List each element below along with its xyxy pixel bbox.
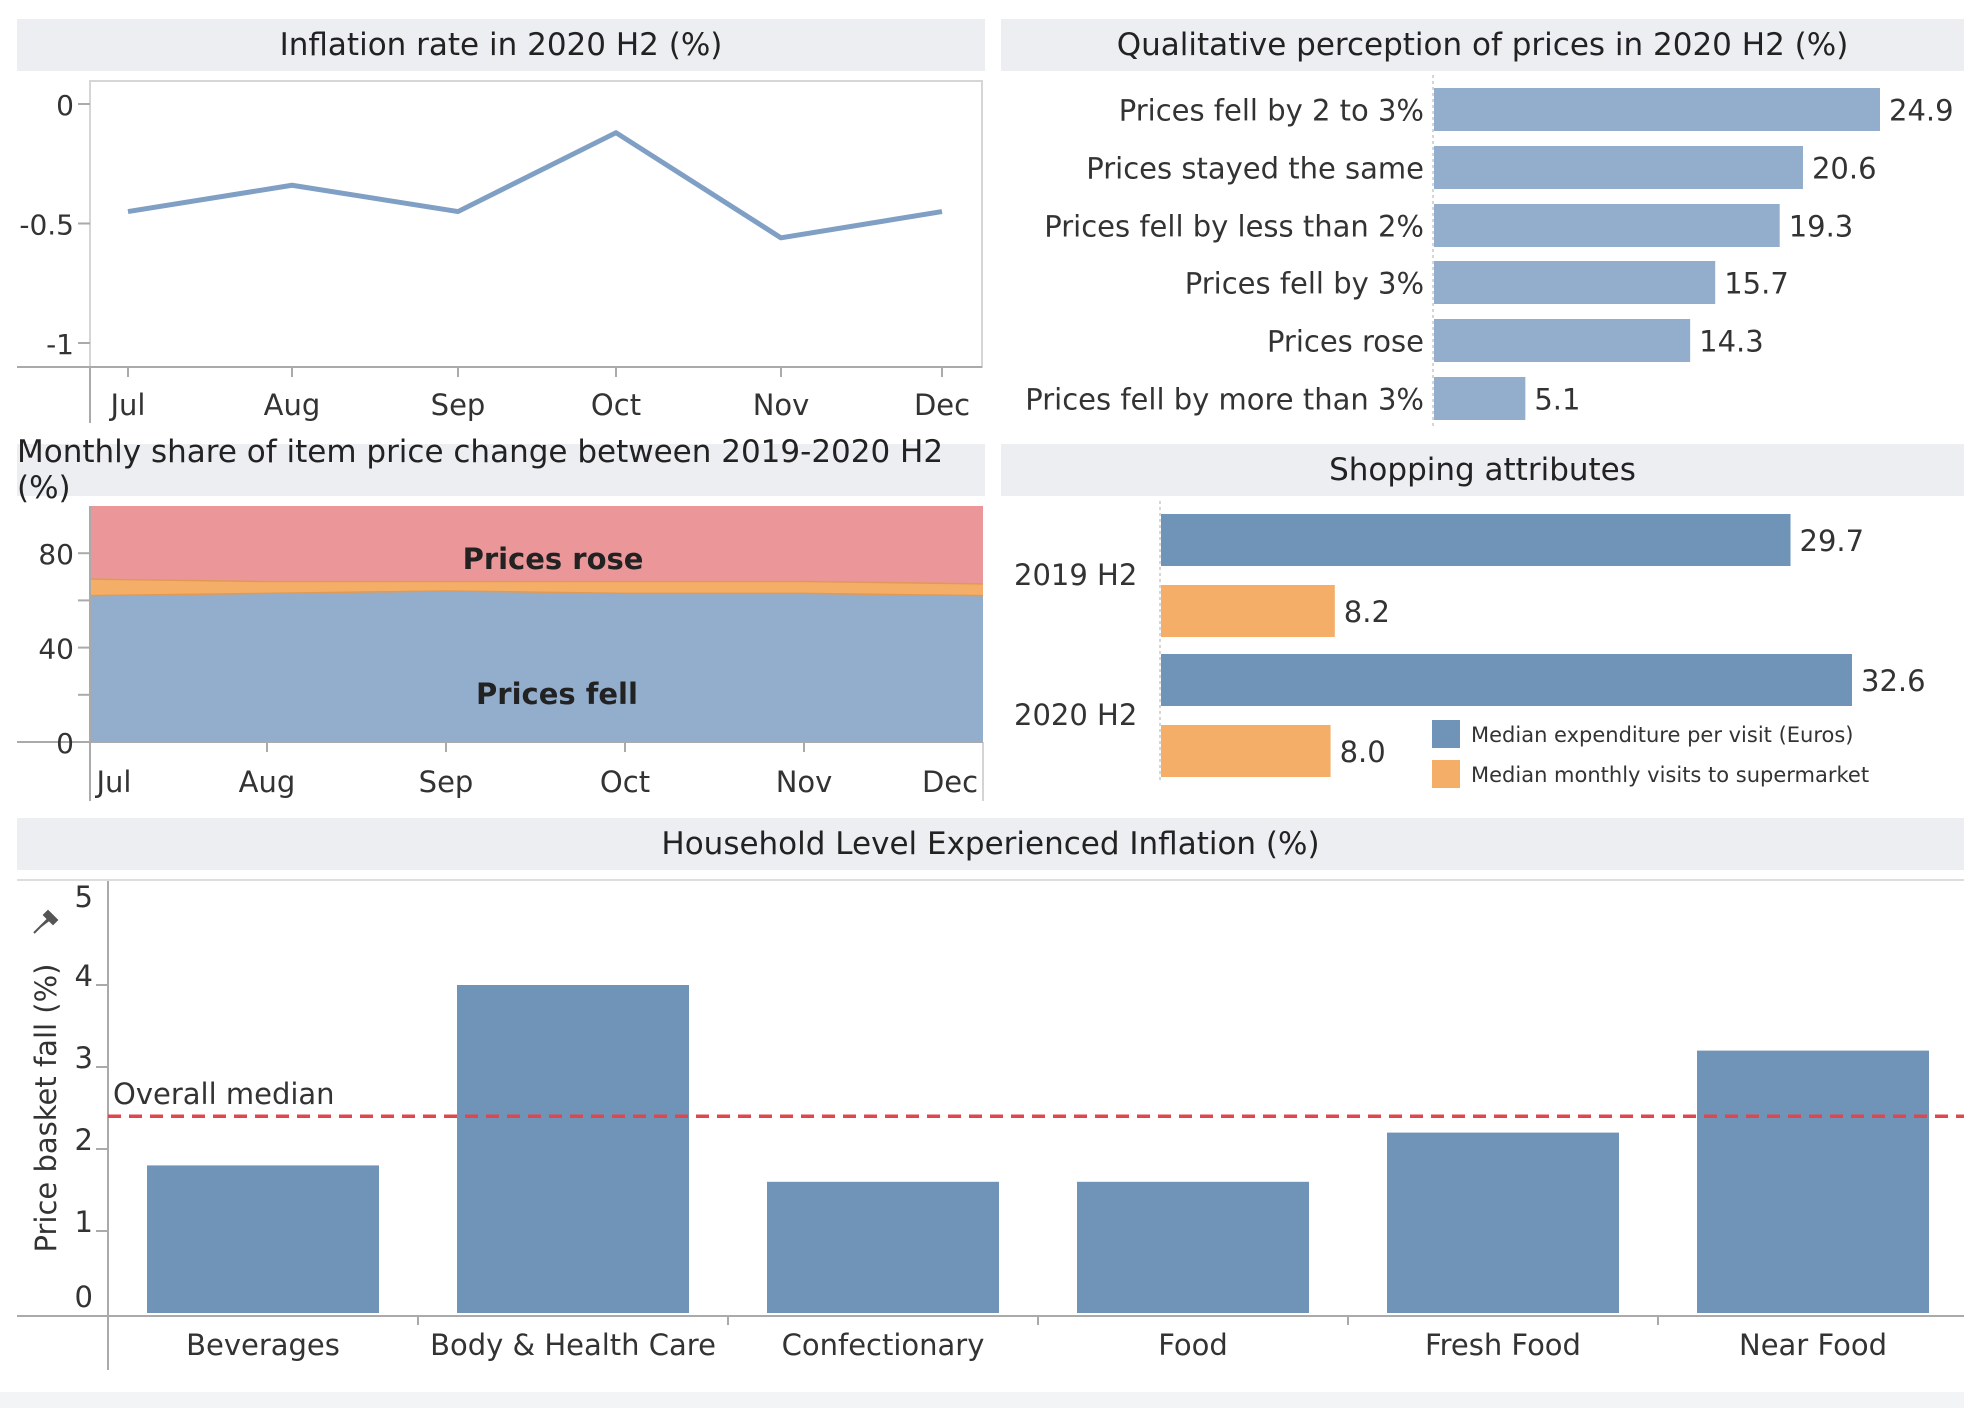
x-tick-label: Confectionary [782,1328,985,1362]
category-label: Prices rose [1267,325,1424,359]
category-label: Prices fell by more than 3% [1025,383,1424,417]
y-tick-label: 5 [75,880,93,914]
x-tick-label: Nov [776,765,833,799]
plot-frame [89,80,983,368]
series-label-prices-rose: Prices rose [463,542,644,576]
pin-icon [33,909,59,934]
bar-value-label: 15.7 [1724,267,1789,301]
x-tick-label: Dec [922,765,978,799]
y-tick-label: 0 [56,727,74,760]
x-tick-label: Jul [95,765,132,799]
bar-value-label: 14.3 [1699,325,1764,359]
x-tick-label: Aug [264,388,321,422]
legend-swatch [1432,760,1460,788]
bar [1077,1181,1309,1313]
share-area-chart: Prices rose Prices fell 80 40 0 Jul Aug Sep Oct N… [17,506,984,801]
y-tick-label: 2 [75,1123,93,1157]
inflation-line [127,130,943,241]
inflation-title: Inflation rate in 2020 H2 (%) [17,19,985,71]
x-tick-label: Oct [600,765,650,799]
bar [147,1165,379,1313]
y-tick-label: -1 [46,328,74,361]
y-tick-label: 3 [75,1041,93,1075]
bar [1161,654,1852,706]
bar [1161,514,1791,566]
legend-label: Median monthly visits to supermarket [1471,763,1869,787]
y-tick-label: -0.5 [19,209,74,242]
x-tick-label: Oct [591,388,641,422]
category-label: 2019 H2 [1014,558,1137,592]
bar [1434,146,1803,189]
x-tick-label: Dec [914,388,970,422]
y-tick-label: 4 [75,959,93,993]
bar [1434,88,1880,131]
bar [1434,377,1526,420]
area-boundary [89,578,984,585]
x-tick-label: Near Food [1739,1328,1887,1362]
bar [767,1181,999,1313]
x-tick-label: Aug [239,765,296,799]
x-tick-label: Body & Health Care [430,1328,716,1362]
category-label: Prices fell by 2 to 3% [1119,94,1424,128]
shopping-bar-chart: 2019 H2 29.7 8.2 2020 H2 32.6 8.0 Median expen… [1014,501,1926,788]
perception-title: Qualitative perception of prices in 2020… [1001,19,1964,71]
x-tick-label: Jul [109,388,146,422]
bar-value-label: 5.1 [1534,383,1580,417]
x-tick-label: Sep [419,765,474,799]
category-label: 2020 H2 [1014,698,1137,732]
y-tick-label: 0 [56,89,74,122]
bar-value-label: 24.9 [1889,94,1954,128]
category-label: Prices fell by less than 2% [1044,210,1424,244]
perception-bar-chart: Prices fell by 2 to 3% 24.9 Prices stayed … [1025,75,1954,426]
bar-value-label: 20.6 [1812,152,1877,186]
bar [1434,319,1691,362]
y-tick-label: 40 [38,633,74,666]
bar-value-label: 19.3 [1789,210,1854,244]
category-label: Prices stayed the same [1086,152,1424,186]
x-tick-label: Beverages [186,1328,340,1362]
y-tick-label: 1 [75,1205,93,1239]
area-middle [90,579,983,596]
x-tick-label: Nov [753,388,810,422]
bar [1434,261,1716,304]
household-bar-chart: 5 4 3 2 1 0 Price basket fall (%) Beverages Body… [17,879,1964,1370]
x-tick-label: Fresh Food [1425,1328,1581,1362]
y-tick-label: 80 [38,538,74,571]
y-axis-title: Price basket fall (%) [29,964,63,1253]
bar [1161,585,1335,637]
area-prices-fell [90,590,983,742]
inflation-line-chart: 0 -0.5 -1 Jul Aug Sep Oct Nov Dec [17,80,983,423]
legend-label: Median expenditure per visit (Euros) [1471,723,1854,747]
bar [1697,1050,1929,1313]
shopping-title: Shopping attributes [1001,444,1964,496]
share-title: Monthly share of item price change betwe… [17,434,985,506]
bar-value-label: 8.2 [1344,595,1390,629]
bar-value-label: 32.6 [1861,664,1926,698]
bar [1161,725,1331,777]
legend-swatch [1432,720,1460,748]
area-prices-rose [90,506,983,584]
bar [457,985,689,1313]
household-title: Household Level Experienced Inflation (%… [17,818,1964,870]
bar-value-label: 8.0 [1340,735,1386,769]
bar-value-label: 29.7 [1800,524,1865,558]
category-label: Prices fell by 3% [1185,267,1424,301]
series-label-prices-fell: Prices fell [476,677,638,711]
y-tick-label: 0 [75,1280,93,1314]
x-tick-label: Food [1158,1328,1228,1362]
bar [1387,1132,1619,1313]
median-reference-label: Overall median [113,1077,335,1111]
bar [1434,204,1780,247]
area-boundary [89,590,984,597]
x-tick-label: Sep [431,388,486,422]
bottom-strip [0,1392,1964,1408]
